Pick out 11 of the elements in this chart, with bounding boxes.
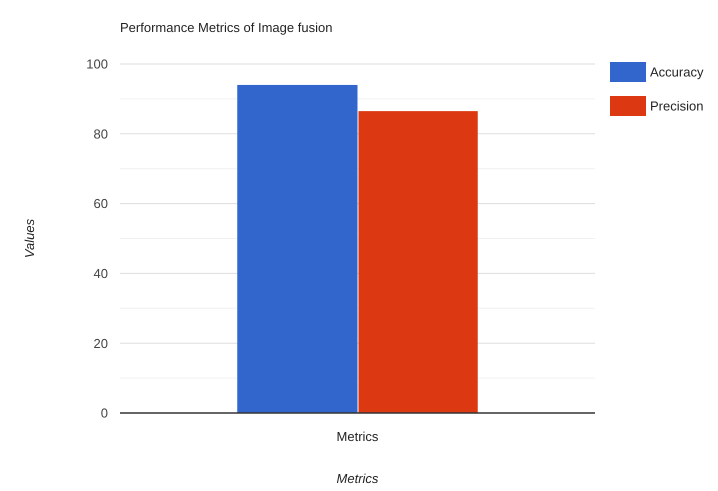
y-tick-label: 100 <box>86 56 108 72</box>
y-tick-label: 40 <box>94 266 108 281</box>
legend-label: Precision <box>650 98 704 114</box>
chart-title: Performance Metrics of Image fusion <box>120 20 332 35</box>
y-axis-title: Values <box>22 218 37 258</box>
x-axis-title: Metrics <box>336 471 379 486</box>
legend-label: Accuracy <box>650 64 704 80</box>
y-tick-label: 0 <box>100 406 108 421</box>
y-tick-label: 80 <box>94 126 108 142</box>
y-tick-label: 20 <box>94 336 108 351</box>
y-tick-label: 60 <box>94 196 108 212</box>
